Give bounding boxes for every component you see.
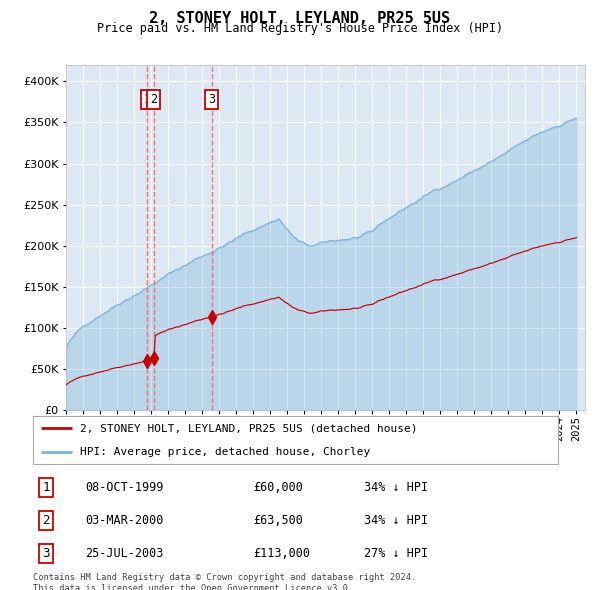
Text: £60,000: £60,000 <box>254 481 304 494</box>
Text: 1: 1 <box>143 93 151 106</box>
Text: Price paid vs. HM Land Registry's House Price Index (HPI): Price paid vs. HM Land Registry's House … <box>97 22 503 35</box>
Text: 03-MAR-2000: 03-MAR-2000 <box>86 514 164 527</box>
Text: 1: 1 <box>43 481 50 494</box>
Text: £63,500: £63,500 <box>254 514 304 527</box>
Text: 2, STONEY HOLT, LEYLAND, PR25 5US (detached house): 2, STONEY HOLT, LEYLAND, PR25 5US (detac… <box>80 423 418 433</box>
Text: 08-OCT-1999: 08-OCT-1999 <box>86 481 164 494</box>
Text: 3: 3 <box>43 547 50 560</box>
Text: 25-JUL-2003: 25-JUL-2003 <box>86 547 164 560</box>
Text: 34% ↓ HPI: 34% ↓ HPI <box>364 514 428 527</box>
Text: 27% ↓ HPI: 27% ↓ HPI <box>364 547 428 560</box>
Text: 2, STONEY HOLT, LEYLAND, PR25 5US: 2, STONEY HOLT, LEYLAND, PR25 5US <box>149 11 451 25</box>
Text: £113,000: £113,000 <box>254 547 311 560</box>
Text: HPI: Average price, detached house, Chorley: HPI: Average price, detached house, Chor… <box>80 447 371 457</box>
Text: 3: 3 <box>208 93 215 106</box>
Text: 2: 2 <box>43 514 50 527</box>
Text: 2: 2 <box>151 93 158 106</box>
Text: Contains HM Land Registry data © Crown copyright and database right 2024.
This d: Contains HM Land Registry data © Crown c… <box>33 573 416 590</box>
Text: 34% ↓ HPI: 34% ↓ HPI <box>364 481 428 494</box>
